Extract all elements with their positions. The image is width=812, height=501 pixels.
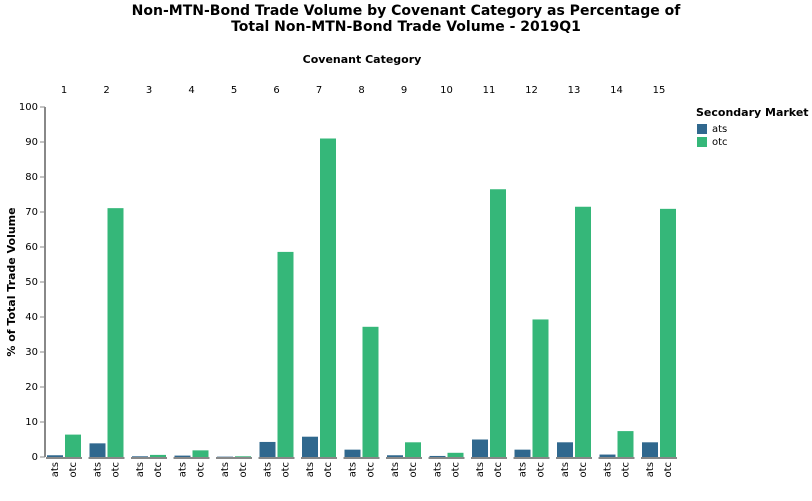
x-tick-label: otc xyxy=(663,462,674,478)
bar xyxy=(192,450,209,457)
legend-label: otc xyxy=(712,137,728,148)
facet-header: 14 xyxy=(610,85,623,96)
bar xyxy=(302,436,318,457)
x-tick-label: otc xyxy=(281,462,292,478)
x-tick-label: ats xyxy=(645,462,656,477)
y-axis-title: % of Total Trade Volume xyxy=(5,207,18,356)
x-tick-label: otc xyxy=(111,462,122,478)
x-tick-label: ats xyxy=(475,462,486,477)
chart-title: Non-MTN-Bond Trade Volume by Covenant Ca… xyxy=(132,3,682,19)
x-tick-label: ats xyxy=(135,462,146,477)
x-tick-label: otc xyxy=(536,462,547,478)
x-tick-label: ats xyxy=(560,462,571,477)
bar xyxy=(447,452,464,457)
bar xyxy=(429,455,446,457)
bar xyxy=(150,454,166,457)
bar xyxy=(490,189,506,457)
facet-header: 8 xyxy=(358,85,364,96)
y-tick-label: 50 xyxy=(25,277,38,288)
facet-header: 7 xyxy=(316,85,322,96)
x-tick-label: otc xyxy=(621,462,632,478)
legend-swatch xyxy=(697,137,707,147)
legend-label: ats xyxy=(712,124,727,135)
bar xyxy=(277,251,294,457)
x-tick-label: ats xyxy=(390,462,401,477)
facet-header: 1 xyxy=(61,85,67,96)
x-tick-label: otc xyxy=(408,462,419,478)
facet-header: 4 xyxy=(188,85,194,96)
x-tick-label: otc xyxy=(196,462,207,478)
bar xyxy=(235,456,251,457)
y-tick-label: 90 xyxy=(25,137,38,148)
bar xyxy=(65,434,81,457)
y-tick-label: 100 xyxy=(19,102,38,113)
facet-title: Covenant Category xyxy=(303,53,422,66)
bar xyxy=(174,455,191,457)
facet-header: 10 xyxy=(440,85,453,96)
x-tick-label: ats xyxy=(433,462,444,477)
facet-header: 6 xyxy=(273,85,279,96)
bar xyxy=(617,431,634,457)
bar xyxy=(557,442,573,457)
x-tick-label: otc xyxy=(68,462,79,478)
y-tick-label: 40 xyxy=(25,312,38,323)
x-tick-label: otc xyxy=(238,462,249,478)
facet-header: 13 xyxy=(568,85,581,96)
bar xyxy=(642,442,658,457)
x-tick-label: otc xyxy=(578,462,589,478)
bar xyxy=(387,455,403,457)
bar xyxy=(660,208,676,457)
x-tick-label: ats xyxy=(93,462,104,477)
bar xyxy=(472,439,488,457)
bar xyxy=(599,454,616,457)
bar xyxy=(514,449,531,457)
bar xyxy=(344,449,361,457)
bar xyxy=(405,442,421,457)
x-tick-label: otc xyxy=(323,462,334,478)
facet-header: 5 xyxy=(231,85,237,96)
chart-title: Total Non-MTN-Bond Trade Volume - 2019Q1 xyxy=(231,19,581,35)
y-tick-label: 80 xyxy=(25,172,38,183)
y-tick-label: 70 xyxy=(25,207,38,218)
y-tick-label: 20 xyxy=(25,382,38,393)
facet-header: 11 xyxy=(483,85,496,96)
x-tick-label: ats xyxy=(50,462,61,477)
x-tick-label: ats xyxy=(220,462,231,477)
x-tick-label: otc xyxy=(451,462,462,478)
bar xyxy=(532,319,549,457)
bar xyxy=(320,138,336,457)
y-tick-label: 0 xyxy=(32,452,38,463)
x-tick-label: otc xyxy=(366,462,377,478)
x-tick-label: ats xyxy=(348,462,359,477)
y-tick-label: 10 xyxy=(25,417,38,428)
bar xyxy=(132,456,148,457)
x-tick-label: otc xyxy=(493,462,504,478)
facet-header: 15 xyxy=(653,85,666,96)
facet-header: 12 xyxy=(525,85,538,96)
x-tick-label: ats xyxy=(178,462,189,477)
bar xyxy=(89,443,106,457)
bar xyxy=(259,441,276,457)
bar xyxy=(107,208,124,457)
bar xyxy=(362,326,379,457)
legend-title: Secondary Market xyxy=(696,106,809,119)
x-tick-label: ats xyxy=(603,462,614,477)
y-tick-label: 30 xyxy=(25,347,38,358)
x-tick-label: otc xyxy=(153,462,164,478)
x-tick-label: ats xyxy=(263,462,274,477)
facet-header: 3 xyxy=(146,85,152,96)
x-tick-label: ats xyxy=(518,462,529,477)
facet-header: 9 xyxy=(401,85,407,96)
bar xyxy=(47,455,63,457)
bar xyxy=(575,206,591,457)
y-tick-label: 60 xyxy=(25,242,38,253)
legend-swatch xyxy=(697,124,707,134)
x-tick-label: ats xyxy=(305,462,316,477)
facet-header: 2 xyxy=(103,85,109,96)
